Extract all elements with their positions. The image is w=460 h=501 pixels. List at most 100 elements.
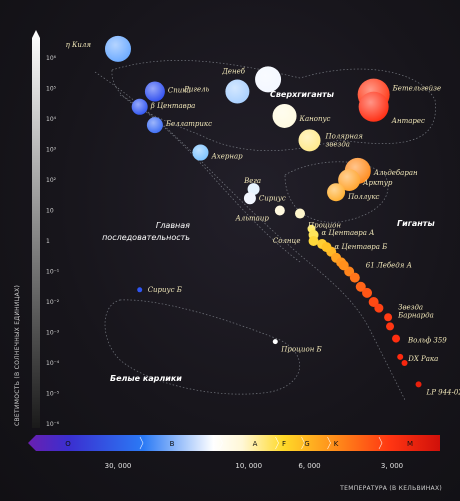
y-axis-title: СВЕТИМОСТЬ (В СОЛНЕЧНЫХ ЕДИНИЦАХ) <box>14 285 21 426</box>
y-tick-label: 10⁻³ <box>46 330 60 337</box>
star-group: Процион <box>294 208 341 230</box>
star-highlight <box>225 79 250 104</box>
star-group: Вега <box>243 177 261 196</box>
white-dwarf-outline <box>104 299 300 395</box>
star-label: Ригель <box>183 86 209 94</box>
spectral-separator <box>301 436 305 450</box>
spectral-separator <box>327 436 331 450</box>
star-label: DX Рака <box>407 355 438 363</box>
star-highlight <box>131 98 148 115</box>
y-tick-label: 10⁴ <box>46 116 57 123</box>
star-highlight <box>338 169 361 191</box>
star-label: Денеб <box>221 67 246 75</box>
star-group: η Киля <box>66 35 131 62</box>
star-label: Звезда <box>398 303 423 311</box>
spectral-separator <box>378 436 383 450</box>
y-tick-label: 10³ <box>46 147 57 154</box>
y-tick-label: 10⁻² <box>46 299 60 306</box>
star-label: α Центавра А <box>322 229 375 237</box>
star-group: Сириус Б <box>137 286 182 294</box>
star-group: Денеб <box>221 66 282 93</box>
spectral-separator <box>139 436 144 450</box>
main-sequence-star <box>349 272 360 283</box>
star-group: 61 Лебедя А <box>338 260 412 271</box>
y-tick-label: 10⁵ <box>46 86 57 93</box>
x-tick-label: 6, 000 <box>298 462 320 470</box>
y-tick-label: 10² <box>46 177 57 184</box>
star-group: LP 944-020 <box>415 381 460 396</box>
star-marker <box>392 334 401 343</box>
spectral-class-label: F <box>282 440 286 448</box>
star-label: Вега <box>243 177 261 185</box>
star-label: Процион <box>307 222 341 230</box>
spectral-class-label: A <box>253 440 258 448</box>
star-group: Ахернар <box>192 144 243 161</box>
star-label: Ахернар <box>210 153 243 161</box>
star-group: Канопус <box>272 103 331 128</box>
star-label: 61 Лебедя А <box>366 261 412 269</box>
y-tick-label: 10⁻⁶ <box>46 421 60 428</box>
y-tick-label: 10⁻⁴ <box>46 360 60 367</box>
star-label: Альдебаран <box>373 169 418 177</box>
main-sequence-star <box>386 322 395 331</box>
y-axis-ticks: 10⁻⁶ 10⁻⁵ 10⁻⁴ 10⁻³ 10⁻² 10⁻¹ 1 10 10² 10³ 10⁴ 10⁵ 1… <box>46 55 60 428</box>
star-label: Поллукс <box>347 193 379 201</box>
star-highlight <box>255 66 282 93</box>
star-label: Канопус <box>299 115 331 123</box>
star-label: Арктур <box>362 179 393 187</box>
star-label: LP 944-020 <box>426 388 460 396</box>
star-label: η Киля <box>66 41 92 49</box>
star-marker <box>308 236 319 246</box>
x-axis-ticks: 30, 000 10, 000 6, 000 3, 000 <box>105 462 403 470</box>
y-tick-label: 10⁻⁵ <box>46 391 60 398</box>
main-sequence-star <box>362 287 373 298</box>
star-group: Процион Б <box>272 339 322 354</box>
y-tick-label: 10 <box>46 208 54 215</box>
star-group: Солнце <box>273 236 319 246</box>
region-label-giants: Гиганты <box>397 219 435 228</box>
star-label: Спика <box>168 87 191 95</box>
region-label-supergiants: Сверхгиганты <box>270 90 335 99</box>
x-tick-label: 10, 000 <box>235 462 262 470</box>
star-marker <box>397 353 404 360</box>
star-label: Сириус Б <box>148 286 182 294</box>
star-marker <box>338 260 349 271</box>
region-label-main-sequence-1: Главная <box>156 221 190 230</box>
star-group: DX Рака <box>397 353 438 363</box>
star-highlight <box>358 91 389 122</box>
star-highlight <box>144 81 165 102</box>
x-tick-label: 30, 000 <box>105 462 132 470</box>
star-highlight <box>327 183 346 202</box>
star-label: Полярная <box>325 132 364 140</box>
star-highlight <box>146 117 163 134</box>
star-group: Антарес <box>358 91 425 125</box>
star-group: Спика <box>144 81 191 102</box>
spectral-class-label: O <box>65 440 71 448</box>
region-labels: Сверхгиганты Гиганты Главная последовате… <box>102 90 435 383</box>
spectral-class-label: G <box>304 440 309 448</box>
star-label: звезда <box>326 140 350 148</box>
star-highlight <box>298 129 321 152</box>
star-group: Альтаир <box>234 205 285 223</box>
spectral-class-label: K <box>334 440 339 448</box>
star-marker <box>415 381 422 388</box>
star-group: Поллукс <box>327 183 380 202</box>
star-highlight <box>105 35 131 62</box>
x-axis-title: ТЕМПЕРАТУРА (В КЕЛЬВИНАХ) <box>339 485 442 492</box>
main-sequence-star <box>355 281 366 292</box>
star-group: α Центавра Б <box>321 242 387 253</box>
star-highlight <box>272 103 297 128</box>
star-label: Процион Б <box>280 346 321 354</box>
star-group: β Центавра <box>131 98 195 115</box>
star-label: Вольф 359 <box>407 337 447 345</box>
star-label: Солнце <box>273 237 301 245</box>
spectral-strip <box>28 435 440 451</box>
star-label: Беллатрикс <box>165 120 212 128</box>
region-label-white-dwarfs: Белые карлики <box>110 374 182 383</box>
region-label-main-sequence-2: последовательность <box>102 233 190 242</box>
